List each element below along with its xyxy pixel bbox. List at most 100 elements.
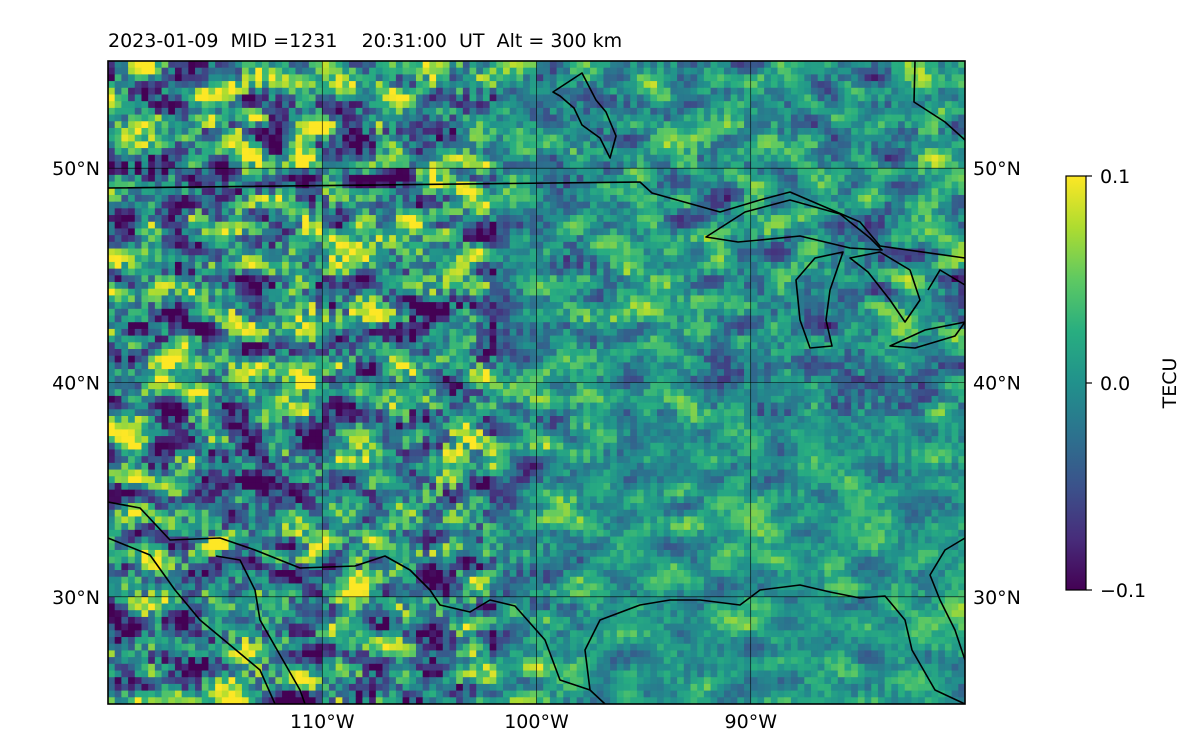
heatmap-cell xyxy=(630,261,638,270)
heatmap-cell xyxy=(148,67,156,75)
heatmap-cell xyxy=(228,261,236,270)
heatmap-cell xyxy=(523,208,531,216)
heatmap-cell xyxy=(744,121,752,129)
heatmap-cell xyxy=(201,302,210,310)
heatmap-cell xyxy=(362,87,370,96)
heatmap-cell xyxy=(938,87,946,96)
heatmap-cell xyxy=(409,114,417,122)
heatmap-cell xyxy=(569,141,578,149)
heatmap-cell xyxy=(288,201,297,209)
heatmap-cell xyxy=(154,61,163,69)
heatmap-cell xyxy=(302,308,310,317)
heatmap-cell xyxy=(851,94,859,102)
heatmap-cell xyxy=(228,201,236,209)
heatmap-cell xyxy=(730,275,738,283)
heatmap-cell xyxy=(831,215,839,223)
heatmap-cell xyxy=(804,174,812,183)
heatmap-cell xyxy=(389,282,397,290)
heatmap-cell xyxy=(764,248,772,256)
heatmap-cell xyxy=(349,255,357,263)
heatmap-cell xyxy=(831,174,839,183)
heatmap-cell xyxy=(516,235,524,243)
heatmap-cell xyxy=(462,134,471,142)
heatmap-cell xyxy=(476,194,484,203)
heatmap-cell xyxy=(576,148,584,156)
heatmap-cell xyxy=(817,295,825,303)
heatmap-cell xyxy=(148,154,156,163)
heatmap-cell xyxy=(663,288,672,297)
heatmap-cell xyxy=(188,101,196,109)
heatmap-cell xyxy=(315,121,323,129)
heatmap-cell xyxy=(489,94,497,102)
heatmap-cell xyxy=(295,315,303,323)
heatmap-cell xyxy=(563,174,571,183)
heatmap-cell xyxy=(563,275,571,283)
heatmap-cell xyxy=(877,161,886,169)
heatmap-cell xyxy=(134,148,143,156)
heatmap-cell xyxy=(482,114,491,122)
heatmap-cell xyxy=(382,101,390,109)
heatmap-cell xyxy=(663,201,672,209)
heatmap-cell xyxy=(302,241,310,250)
heatmap-cell xyxy=(857,174,866,183)
heatmap-cell xyxy=(851,101,859,109)
heatmap-cell xyxy=(322,161,330,169)
heatmap-cell xyxy=(784,81,792,89)
heatmap-cell xyxy=(904,288,913,297)
heatmap-cell xyxy=(536,282,544,290)
heatmap-cell xyxy=(690,241,698,250)
heatmap-cell xyxy=(308,295,317,303)
heatmap-cell xyxy=(328,174,337,183)
heatmap-cell xyxy=(395,255,404,263)
heatmap-cell xyxy=(409,168,417,176)
heatmap-cell xyxy=(737,255,745,263)
heatmap-cell xyxy=(764,308,772,317)
heatmap-cell xyxy=(255,94,263,102)
heatmap-cell xyxy=(503,168,511,176)
heatmap-cell xyxy=(630,241,638,250)
heatmap-cell xyxy=(737,221,745,230)
heatmap-cell xyxy=(583,215,591,223)
heatmap-cell xyxy=(744,148,752,156)
heatmap-cell xyxy=(195,208,203,216)
heatmap-cell xyxy=(536,121,544,129)
heatmap-cell xyxy=(616,248,625,256)
heatmap-cell xyxy=(777,134,785,142)
heatmap-cell xyxy=(630,288,638,297)
heatmap-cell xyxy=(703,134,712,142)
heatmap-cell xyxy=(462,201,471,209)
heatmap-cell xyxy=(201,308,210,317)
heatmap-cell xyxy=(616,315,625,323)
heatmap-cell xyxy=(924,127,933,136)
heatmap-cell xyxy=(884,235,892,243)
heatmap-cell xyxy=(375,168,384,176)
heatmap-cell xyxy=(255,302,263,310)
heatmap-cell xyxy=(174,221,183,230)
heatmap-cell xyxy=(677,141,685,149)
heatmap-cell xyxy=(415,228,424,236)
heatmap-cell xyxy=(817,121,825,129)
heatmap-cell xyxy=(590,235,598,243)
heatmap-cell xyxy=(342,81,350,89)
heatmap-cell xyxy=(871,282,879,290)
heatmap-cell xyxy=(944,315,953,323)
heatmap-cell xyxy=(804,215,812,223)
heatmap-cell xyxy=(529,228,538,236)
heatmap-cell xyxy=(536,302,544,310)
heatmap-cell xyxy=(904,208,913,216)
heatmap-cell xyxy=(770,154,779,163)
heatmap-cell xyxy=(516,74,524,82)
heatmap-cell xyxy=(864,148,872,156)
heatmap-cell xyxy=(643,61,651,69)
heatmap-cell xyxy=(108,127,116,136)
heatmap-cell xyxy=(275,81,283,89)
heatmap-cell xyxy=(489,248,497,256)
heatmap-cell xyxy=(797,168,805,176)
heatmap-cell xyxy=(121,107,129,116)
heatmap-cell xyxy=(154,302,163,310)
heatmap-cell xyxy=(630,248,638,256)
heatmap-cell xyxy=(503,174,511,183)
heatmap-cell xyxy=(288,154,297,163)
heatmap-cell xyxy=(944,141,953,149)
heatmap-cell xyxy=(536,134,544,142)
